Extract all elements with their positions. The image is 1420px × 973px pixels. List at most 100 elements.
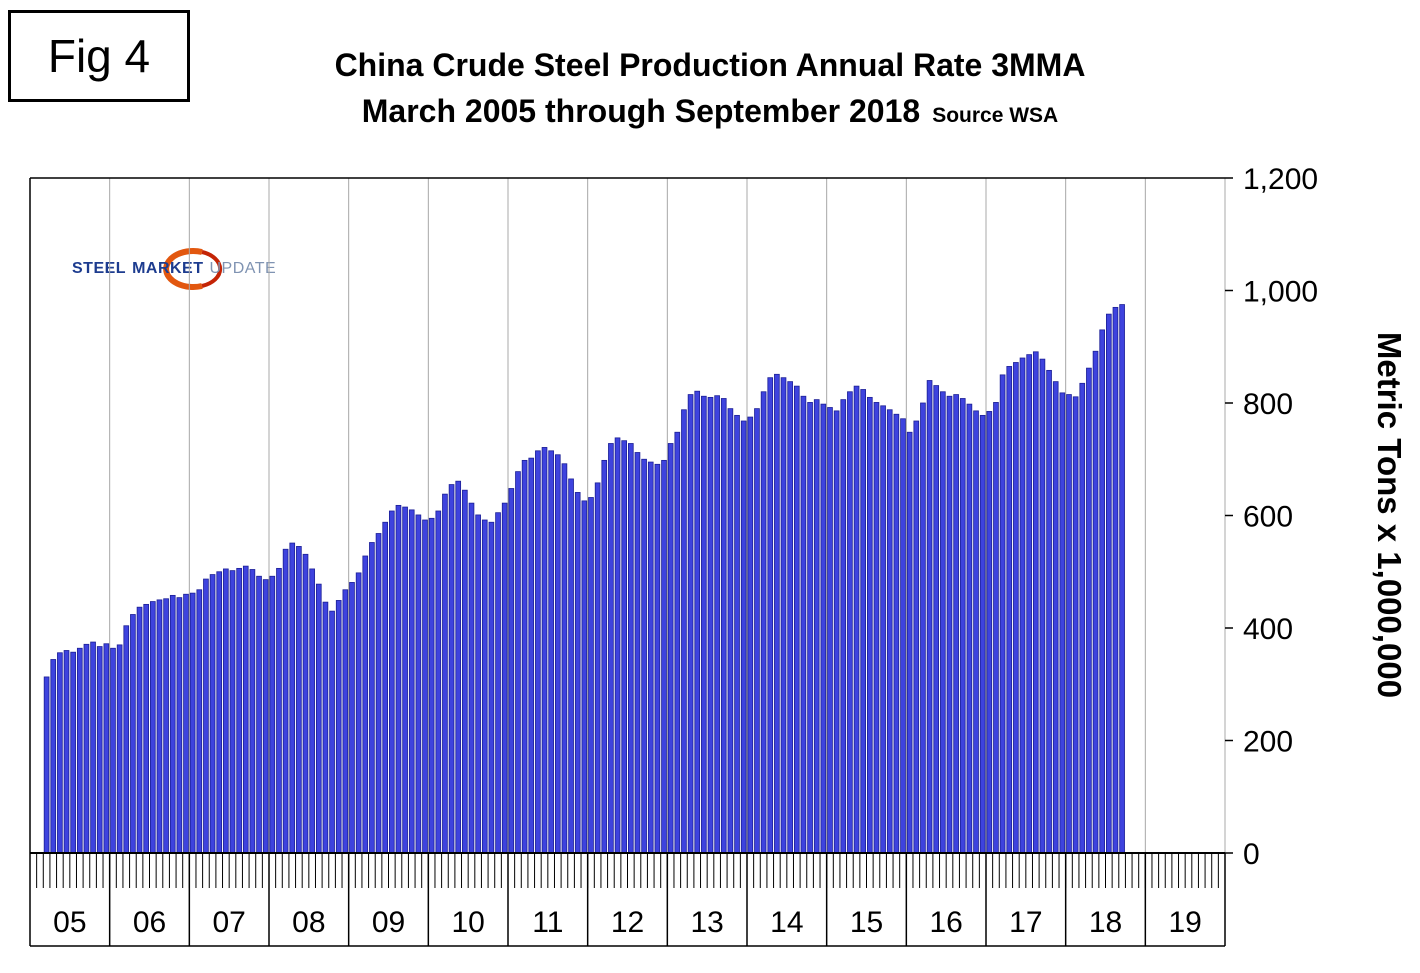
bar: [116, 644, 123, 854]
bar: [435, 510, 442, 854]
x-year-label: 09: [372, 906, 405, 939]
bar: [827, 407, 833, 854]
bar: [867, 396, 873, 854]
bar: [402, 506, 408, 854]
bar: [415, 514, 422, 854]
bar: [1072, 396, 1079, 854]
chart-subtitle: March 2005 through September 2018 Source …: [190, 88, 1230, 139]
x-year-label: 06: [133, 906, 166, 939]
bar: [242, 565, 249, 854]
bar: [329, 610, 335, 854]
bar: [216, 571, 223, 854]
bar: [707, 396, 714, 854]
bar: [455, 480, 462, 854]
bar: [800, 395, 807, 854]
bar: [1013, 362, 1019, 854]
chart-title-block: China Crude Steel Production Annual Rate…: [190, 42, 1230, 139]
bar: [262, 579, 269, 854]
bar: [508, 488, 515, 854]
logo-words: STEEL MARKET UPDATE: [72, 260, 292, 278]
bar: [130, 614, 136, 854]
x-year-label: 14: [770, 906, 803, 939]
bar: [223, 568, 229, 854]
bar: [468, 502, 475, 854]
bar: [548, 450, 554, 854]
logo-swoosh-icon: [163, 248, 223, 290]
bar: [123, 625, 130, 854]
smu-logo: STEEL MARKET UPDATE: [72, 244, 292, 298]
y-axis-title: Metric Tons x 1,000,000: [1371, 332, 1408, 698]
bar: [448, 484, 455, 854]
bar: [1066, 394, 1072, 854]
bar: [647, 461, 654, 854]
bar: [1106, 313, 1112, 854]
bar: [375, 533, 382, 854]
subtitle-text: March 2005 through September 2018: [361, 93, 921, 129]
bar: [276, 567, 282, 854]
bar: [149, 601, 156, 854]
year-gridlines: [29, 178, 1226, 853]
bar: [1086, 367, 1092, 854]
logo-word-update: UPDATE: [209, 260, 277, 277]
bar: [654, 463, 661, 854]
bar: [940, 391, 946, 854]
bar: [83, 643, 90, 854]
y-tick-label: 400: [1243, 613, 1293, 646]
bar: [986, 411, 993, 854]
figure-label: Fig 4: [47, 30, 151, 82]
bar: [840, 399, 847, 854]
bar: [873, 402, 880, 854]
bar: [395, 504, 402, 854]
bar: [747, 416, 754, 854]
x-year-label: 18: [1089, 906, 1122, 939]
bar: [807, 402, 813, 854]
bar: [501, 502, 508, 854]
bar: [601, 459, 608, 854]
bar: [462, 489, 468, 854]
bar: [1059, 392, 1066, 854]
x-year-label: 10: [451, 906, 484, 939]
bar: [269, 575, 276, 854]
bar: [528, 457, 535, 854]
bar: [521, 459, 528, 854]
bar: [349, 582, 355, 854]
bar: [1052, 381, 1059, 854]
bar: [853, 385, 860, 854]
bar: [203, 578, 209, 854]
bar: [96, 646, 103, 854]
bar: [714, 395, 720, 854]
bar: [103, 643, 110, 854]
bar: [110, 647, 116, 854]
bar: [661, 459, 667, 854]
bar: [568, 478, 574, 854]
bar: [196, 589, 203, 854]
y-tick-label: 0: [1243, 838, 1260, 871]
bar: [973, 410, 979, 854]
bar: [369, 542, 375, 854]
bar: [176, 597, 183, 854]
bar: [209, 574, 216, 854]
bar: [189, 592, 196, 854]
bar: [481, 519, 488, 854]
bar: [594, 482, 601, 854]
bar: [554, 454, 561, 854]
bar: [309, 568, 315, 854]
x-year-label: 11: [532, 906, 563, 939]
bar: [1099, 329, 1106, 854]
bar: [860, 389, 867, 854]
bar: [362, 555, 369, 854]
bar: [355, 572, 362, 854]
bar: [760, 391, 767, 854]
bar: [687, 394, 694, 854]
bar: [76, 647, 83, 854]
year-band: 05 06 07 08 09 10 11 12 13 14 15 16 17 18 19: [29, 853, 1226, 947]
bar: [335, 600, 342, 854]
bar: [833, 410, 840, 854]
bar: [628, 443, 634, 854]
x-year-label: 12: [611, 906, 644, 939]
bar: [820, 403, 827, 854]
bar: [163, 598, 169, 854]
bar: [408, 509, 415, 854]
bar: [900, 418, 906, 854]
